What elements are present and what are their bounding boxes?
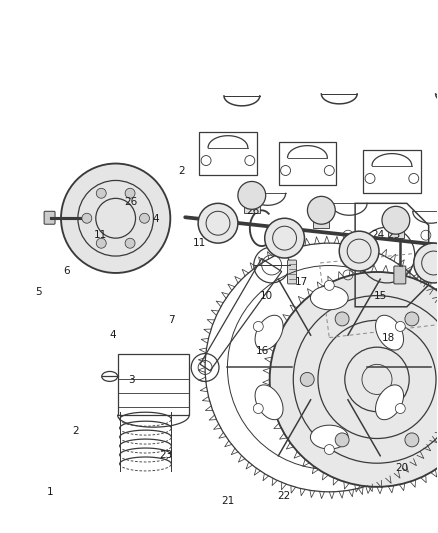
Circle shape <box>96 238 106 248</box>
Circle shape <box>140 213 149 223</box>
Circle shape <box>396 321 405 332</box>
Circle shape <box>96 188 106 198</box>
Circle shape <box>339 231 379 271</box>
Text: 16: 16 <box>256 346 269 357</box>
Circle shape <box>324 280 334 290</box>
Circle shape <box>125 238 135 248</box>
Text: 20: 20 <box>395 463 408 473</box>
Circle shape <box>125 188 135 198</box>
Circle shape <box>382 206 410 234</box>
Circle shape <box>396 403 405 414</box>
Text: 24: 24 <box>371 230 385 240</box>
Text: 5: 5 <box>35 287 42 297</box>
Ellipse shape <box>375 385 403 419</box>
Circle shape <box>82 213 92 223</box>
Circle shape <box>253 321 263 332</box>
Circle shape <box>405 312 419 326</box>
Text: 26: 26 <box>246 206 260 216</box>
Circle shape <box>238 181 266 209</box>
Circle shape <box>270 272 438 487</box>
Ellipse shape <box>255 385 283 419</box>
Ellipse shape <box>311 286 348 310</box>
Text: 18: 18 <box>382 333 396 343</box>
Text: 4: 4 <box>152 214 159 224</box>
Text: 11: 11 <box>94 230 107 240</box>
FancyBboxPatch shape <box>288 260 297 284</box>
Text: 15: 15 <box>374 290 387 301</box>
Circle shape <box>335 433 349 447</box>
Text: 25: 25 <box>387 230 401 240</box>
Circle shape <box>265 218 304 258</box>
Text: 1: 1 <box>47 487 53 497</box>
Circle shape <box>198 203 238 243</box>
Text: 3: 3 <box>129 375 135 385</box>
FancyBboxPatch shape <box>314 206 329 228</box>
Circle shape <box>414 243 438 283</box>
Text: 10: 10 <box>260 290 273 301</box>
Circle shape <box>324 445 334 455</box>
Circle shape <box>61 164 170 273</box>
Ellipse shape <box>255 315 283 350</box>
Circle shape <box>300 373 314 386</box>
Text: 11: 11 <box>193 238 206 248</box>
FancyBboxPatch shape <box>394 266 406 284</box>
Text: 6: 6 <box>64 266 70 276</box>
Text: 7: 7 <box>168 314 174 325</box>
Circle shape <box>335 312 349 326</box>
Circle shape <box>307 196 335 224</box>
Circle shape <box>405 433 419 447</box>
Text: 17: 17 <box>295 277 308 287</box>
Text: 23: 23 <box>159 450 173 460</box>
Text: 21: 21 <box>221 496 234 506</box>
Circle shape <box>253 403 263 414</box>
FancyBboxPatch shape <box>388 216 404 238</box>
Ellipse shape <box>375 315 403 350</box>
Text: 2: 2 <box>72 426 79 436</box>
Text: 2: 2 <box>179 166 185 176</box>
FancyBboxPatch shape <box>44 211 55 224</box>
Ellipse shape <box>311 425 348 449</box>
Text: 22: 22 <box>278 490 291 500</box>
Text: 4: 4 <box>109 330 116 341</box>
FancyBboxPatch shape <box>244 191 260 213</box>
Text: 26: 26 <box>124 197 138 207</box>
